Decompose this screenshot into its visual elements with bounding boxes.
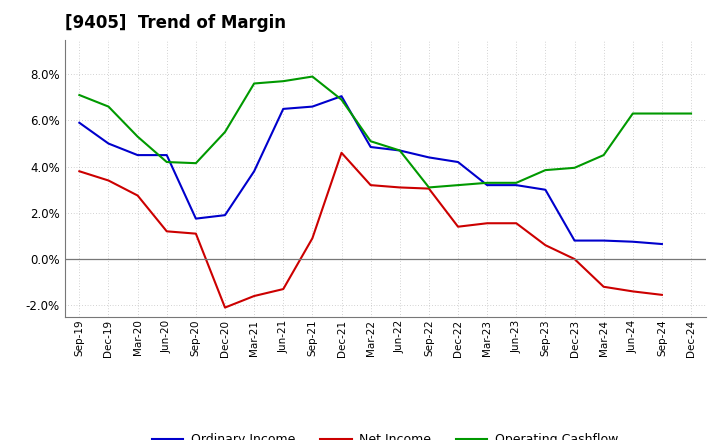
Operating Cashflow	[192, 161, 200, 166]
Operating Cashflow	[104, 104, 113, 109]
Net Income	[629, 289, 637, 294]
Legend: Ordinary Income, Net Income, Operating Cashflow: Ordinary Income, Net Income, Operating C…	[147, 429, 624, 440]
Net Income	[220, 305, 229, 310]
Net Income	[366, 183, 375, 188]
Ordinary Income	[220, 213, 229, 218]
Operating Cashflow	[425, 185, 433, 190]
Net Income	[512, 220, 521, 226]
Net Income	[483, 220, 492, 226]
Ordinary Income	[512, 183, 521, 188]
Ordinary Income	[308, 104, 317, 109]
Operating Cashflow	[308, 74, 317, 79]
Line: Net Income: Net Income	[79, 153, 662, 308]
Ordinary Income	[163, 152, 171, 158]
Operating Cashflow	[454, 183, 462, 188]
Ordinary Income	[75, 120, 84, 125]
Operating Cashflow	[483, 180, 492, 185]
Ordinary Income	[337, 94, 346, 99]
Operating Cashflow	[599, 152, 608, 158]
Ordinary Income	[104, 141, 113, 146]
Net Income	[192, 231, 200, 236]
Net Income	[599, 284, 608, 290]
Ordinary Income	[570, 238, 579, 243]
Ordinary Income	[541, 187, 550, 192]
Ordinary Income	[250, 169, 258, 174]
Net Income	[570, 257, 579, 262]
Operating Cashflow	[133, 134, 142, 139]
Ordinary Income	[425, 155, 433, 160]
Operating Cashflow	[163, 159, 171, 165]
Ordinary Income	[454, 159, 462, 165]
Net Income	[454, 224, 462, 229]
Net Income	[337, 150, 346, 155]
Text: [9405]  Trend of Margin: [9405] Trend of Margin	[65, 15, 286, 33]
Net Income	[250, 293, 258, 299]
Net Income	[308, 235, 317, 241]
Net Income	[657, 292, 666, 297]
Ordinary Income	[657, 242, 666, 247]
Net Income	[425, 186, 433, 191]
Ordinary Income	[483, 183, 492, 188]
Ordinary Income	[279, 106, 287, 111]
Ordinary Income	[366, 144, 375, 150]
Operating Cashflow	[629, 111, 637, 116]
Line: Operating Cashflow: Operating Cashflow	[79, 77, 691, 187]
Operating Cashflow	[220, 129, 229, 135]
Operating Cashflow	[541, 168, 550, 173]
Operating Cashflow	[395, 148, 404, 153]
Net Income	[104, 178, 113, 183]
Net Income	[541, 242, 550, 248]
Operating Cashflow	[279, 78, 287, 84]
Operating Cashflow	[512, 180, 521, 185]
Ordinary Income	[629, 239, 637, 244]
Ordinary Income	[133, 152, 142, 158]
Net Income	[75, 169, 84, 174]
Ordinary Income	[395, 148, 404, 153]
Net Income	[279, 286, 287, 292]
Operating Cashflow	[75, 92, 84, 98]
Ordinary Income	[599, 238, 608, 243]
Operating Cashflow	[250, 81, 258, 86]
Operating Cashflow	[570, 165, 579, 170]
Net Income	[395, 185, 404, 190]
Ordinary Income	[192, 216, 200, 221]
Operating Cashflow	[337, 97, 346, 102]
Net Income	[163, 229, 171, 234]
Operating Cashflow	[366, 139, 375, 144]
Net Income	[133, 193, 142, 198]
Operating Cashflow	[687, 111, 696, 116]
Operating Cashflow	[657, 111, 666, 116]
Line: Ordinary Income: Ordinary Income	[79, 96, 662, 244]
